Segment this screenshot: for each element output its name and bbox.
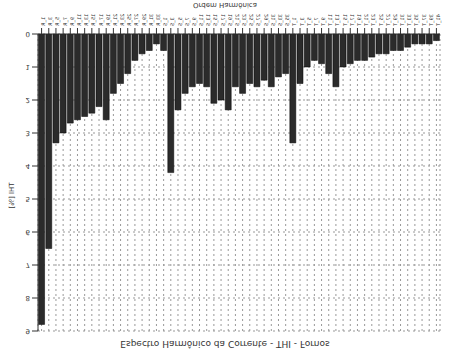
svg-text:3_T: 3_T xyxy=(299,17,306,27)
svg-text:19_R: 19_R xyxy=(105,14,112,27)
svg-text:33_R: 33_R xyxy=(155,14,162,27)
svg-text:15_S: 15_S xyxy=(212,14,219,26)
svg-text:1_S: 1_S xyxy=(162,17,169,26)
svg-text:1_R: 1_R xyxy=(40,17,47,27)
svg-text:19_T: 19_T xyxy=(356,14,363,27)
svg-text:31_R: 31_R xyxy=(148,14,155,27)
svg-text:29_R: 29_R xyxy=(141,14,148,27)
html-text:Ordem Harmônica: Ordem Harmônica xyxy=(193,1,257,9)
svg-text:13_R: 13_R xyxy=(83,14,90,27)
svg-text:3_S: 3_S xyxy=(169,17,176,26)
svg-text:27_R: 27_R xyxy=(133,14,140,27)
svg-text:23_R: 23_R xyxy=(119,14,126,27)
svg-text:5: 5 xyxy=(26,195,30,203)
svg-text:17_R: 17_R xyxy=(98,14,105,27)
svg-text:17_S: 17_S xyxy=(220,14,227,26)
svg-text:25_T: 25_T xyxy=(378,14,385,27)
svg-text:9_T: 9_T xyxy=(320,17,327,27)
svg-text:5_T: 5_T xyxy=(306,17,313,27)
svg-text:19_S: 19_S xyxy=(227,14,234,26)
svg-text:15_T: 15_T xyxy=(342,14,349,27)
svg-text:0: 0 xyxy=(26,30,30,38)
svg-text:31_T: 31_T xyxy=(399,14,406,27)
svg-text:25_R: 25_R xyxy=(126,14,133,27)
svg-text:THI [%]: THI [%] xyxy=(8,182,16,209)
svg-text:21_R: 21_R xyxy=(112,14,119,27)
svg-text:29_S: 29_S xyxy=(263,14,270,26)
svg-text:31_S: 31_S xyxy=(270,14,277,26)
svg-text:23_T: 23_T xyxy=(370,14,377,27)
svg-text:29_T: 29_T xyxy=(392,14,399,27)
svg-text:3_R: 3_R xyxy=(47,17,54,27)
svg-text:11_T: 11_T xyxy=(327,14,334,27)
svg-text:33_S: 33_S xyxy=(277,14,284,26)
svg-text:9_R: 9_R xyxy=(69,17,76,27)
svg-text:1_T: 1_T xyxy=(291,17,298,27)
svg-text:13_T: 13_T xyxy=(334,14,341,27)
svg-text:7: 7 xyxy=(26,261,30,269)
svg-text:5_R: 5_R xyxy=(54,17,61,27)
svg-text:23_S: 23_S xyxy=(241,14,248,26)
svg-text:5_S: 5_S xyxy=(177,17,184,26)
svg-text:33_T: 33_T xyxy=(406,14,413,27)
svg-text:11_S: 11_S xyxy=(198,14,205,26)
svg-text:7_S: 7_S xyxy=(184,17,191,26)
svg-text:9_S: 9_S xyxy=(191,17,198,26)
svg-text:27_S: 27_S xyxy=(255,14,262,26)
html-text:Espectro Harmônico da Corrente: Espectro Harmônico da Corrente - THI - F… xyxy=(120,339,330,349)
svg-text:11_R: 11_R xyxy=(76,14,83,27)
svg-text:21_T: 21_T xyxy=(363,14,370,27)
svg-text:15_R: 15_R xyxy=(90,14,97,27)
svg-text:21_S: 21_S xyxy=(234,14,241,26)
svg-text:8: 8 xyxy=(26,294,30,302)
svg-text:3: 3 xyxy=(26,129,30,137)
svg-text:35_S: 35_S xyxy=(284,14,291,26)
svg-text:7_R: 7_R xyxy=(62,17,69,27)
svg-text:2: 2 xyxy=(26,96,30,104)
svg-text:25_S: 25_S xyxy=(248,14,255,26)
svg-text:4: 4 xyxy=(26,162,31,170)
svg-text:35_T: 35_T xyxy=(413,14,420,27)
svg-text:13_S: 13_S xyxy=(205,14,212,26)
svg-text:39_T: 39_T xyxy=(428,14,435,27)
svg-text:27_T: 27_T xyxy=(385,14,392,27)
svg-text:17_T: 17_T xyxy=(349,14,356,27)
svg-text:1: 1 xyxy=(26,63,30,71)
svg-text:41_T: 41_T xyxy=(435,14,442,27)
svg-text:9: 9 xyxy=(26,327,30,335)
svg-text:7_T: 7_T xyxy=(313,17,320,27)
svg-text:6: 6 xyxy=(26,228,31,236)
svg-text:37_T: 37_T xyxy=(421,14,428,27)
